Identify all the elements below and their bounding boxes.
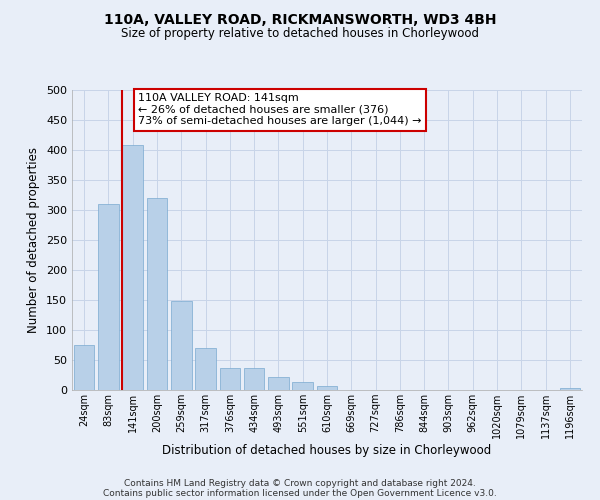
Bar — [268, 377, 289, 390]
Bar — [560, 388, 580, 390]
Bar — [146, 198, 167, 390]
Bar — [244, 368, 265, 390]
Bar — [220, 368, 240, 390]
Bar — [317, 386, 337, 390]
Bar — [171, 301, 191, 390]
Text: Size of property relative to detached houses in Chorleywood: Size of property relative to detached ho… — [121, 28, 479, 40]
Bar — [98, 204, 119, 390]
Y-axis label: Number of detached properties: Number of detached properties — [28, 147, 40, 333]
Bar — [195, 348, 216, 390]
Text: 110A, VALLEY ROAD, RICKMANSWORTH, WD3 4BH: 110A, VALLEY ROAD, RICKMANSWORTH, WD3 4B… — [104, 12, 496, 26]
X-axis label: Distribution of detached houses by size in Chorleywood: Distribution of detached houses by size … — [163, 444, 491, 456]
Text: 110A VALLEY ROAD: 141sqm
← 26% of detached houses are smaller (376)
73% of semi-: 110A VALLEY ROAD: 141sqm ← 26% of detach… — [139, 93, 422, 126]
Text: Contains HM Land Registry data © Crown copyright and database right 2024.: Contains HM Land Registry data © Crown c… — [124, 478, 476, 488]
Bar — [74, 345, 94, 390]
Bar — [292, 382, 313, 390]
Bar — [122, 145, 143, 390]
Text: Contains public sector information licensed under the Open Government Licence v3: Contains public sector information licen… — [103, 488, 497, 498]
